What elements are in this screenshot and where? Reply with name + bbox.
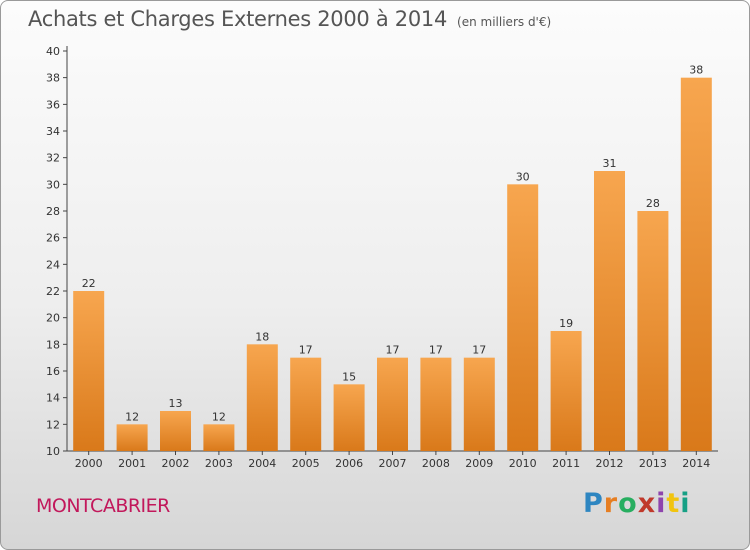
x-tick-label-2004: 2004 — [248, 457, 276, 470]
y-tick-label: 22 — [46, 285, 60, 298]
x-tick-label-2005: 2005 — [292, 457, 320, 470]
data-label-2002: 13 — [169, 397, 183, 410]
y-tick-label: 32 — [46, 152, 60, 165]
x-tick-label-2014: 2014 — [682, 457, 710, 470]
x-tick-label-2008: 2008 — [422, 457, 450, 470]
place-name: MONTCABRIER — [36, 495, 170, 517]
data-labels-group: 22 12 13 12 18 17 15 17 17 17 30 19 31 28 38 — [82, 64, 704, 424]
y-tick-label: 10 — [46, 445, 60, 458]
x-tick-label-2012: 2012 — [596, 457, 624, 470]
bar-2011 — [550, 331, 582, 451]
logo-letter: i — [680, 488, 691, 519]
data-label-2005: 17 — [299, 344, 313, 357]
y-tick-label: 24 — [46, 258, 60, 271]
y-tick-label: 34 — [46, 125, 60, 138]
data-label-2009: 17 — [472, 344, 486, 357]
data-label-2001: 12 — [125, 410, 139, 423]
bar-2007 — [377, 357, 408, 451]
y-tick-label: 20 — [46, 312, 60, 325]
proxiti-logo: Proxiti — [583, 488, 691, 519]
x-tick-labels-group: 2000 2001 2002 2003 2004 2005 2006 2007 2008 2009… — [75, 451, 710, 470]
x-tick-label-2003: 2003 — [205, 457, 233, 470]
logo-letter: i — [656, 488, 667, 519]
y-tick-labels-group: 10 12 14 16 18 20 22 24 26 28 30 32 34 36 38 40 — [46, 45, 67, 458]
bar-2010 — [507, 184, 539, 452]
x-tick-label-2009: 2009 — [465, 457, 493, 470]
y-tick-label: 30 — [46, 178, 60, 191]
bar-2009 — [463, 357, 495, 451]
bar-2005 — [290, 357, 322, 451]
chart-subtitle: (en milliers d'€) — [457, 15, 552, 29]
data-label-2011: 19 — [559, 317, 573, 330]
data-label-2004: 18 — [255, 330, 269, 343]
bar-2012 — [594, 171, 625, 451]
bar-2000 — [73, 291, 105, 451]
x-tick-label-2007: 2007 — [379, 457, 407, 470]
x-tick-label-2000: 2000 — [75, 457, 103, 470]
y-tick-label: 36 — [46, 98, 60, 111]
bar-2002 — [160, 411, 191, 451]
chart-title: Achats et Charges Externes 2000 à 2014 (e… — [28, 7, 552, 31]
x-tick-label-2002: 2002 — [162, 457, 190, 470]
x-tick-label-2011: 2011 — [552, 457, 580, 470]
y-tick-label: 26 — [46, 232, 60, 245]
bars-group — [73, 77, 712, 452]
logo-letter: t — [666, 488, 681, 519]
data-label-2014: 38 — [689, 64, 703, 77]
y-tick-label: 14 — [46, 392, 60, 405]
y-tick-label: 28 — [46, 205, 60, 218]
bar-2006 — [333, 384, 365, 451]
data-label-2010: 30 — [516, 170, 530, 183]
data-label-2008: 17 — [429, 344, 443, 357]
data-label-2012: 31 — [603, 157, 617, 170]
bar-2003 — [203, 424, 235, 451]
data-label-2000: 22 — [82, 277, 96, 290]
data-label-2013: 28 — [646, 197, 660, 210]
y-tick-label: 16 — [46, 365, 60, 378]
y-tick-label: 12 — [46, 418, 60, 431]
data-label-2007: 17 — [386, 344, 400, 357]
bar-2013 — [637, 211, 669, 451]
x-tick-label-2013: 2013 — [639, 457, 667, 470]
y-tick-label: 40 — [46, 45, 60, 58]
y-tick-label: 18 — [46, 338, 60, 351]
y-tick-label: 38 — [46, 72, 60, 85]
x-tick-label-2010: 2010 — [509, 457, 537, 470]
data-label-2003: 12 — [212, 410, 226, 423]
bar-2004 — [246, 344, 278, 451]
bar-2001 — [116, 424, 148, 451]
logo-letter: P — [583, 488, 604, 519]
x-tick-label-2001: 2001 — [118, 457, 146, 470]
x-tick-label-2006: 2006 — [335, 457, 363, 470]
bar-2008 — [420, 357, 452, 451]
logo-letter: x — [637, 488, 657, 519]
logo-letter: o — [618, 488, 638, 519]
bar-2014 — [680, 77, 712, 452]
logo-letter: r — [603, 488, 619, 519]
data-label-2006: 15 — [342, 370, 356, 383]
